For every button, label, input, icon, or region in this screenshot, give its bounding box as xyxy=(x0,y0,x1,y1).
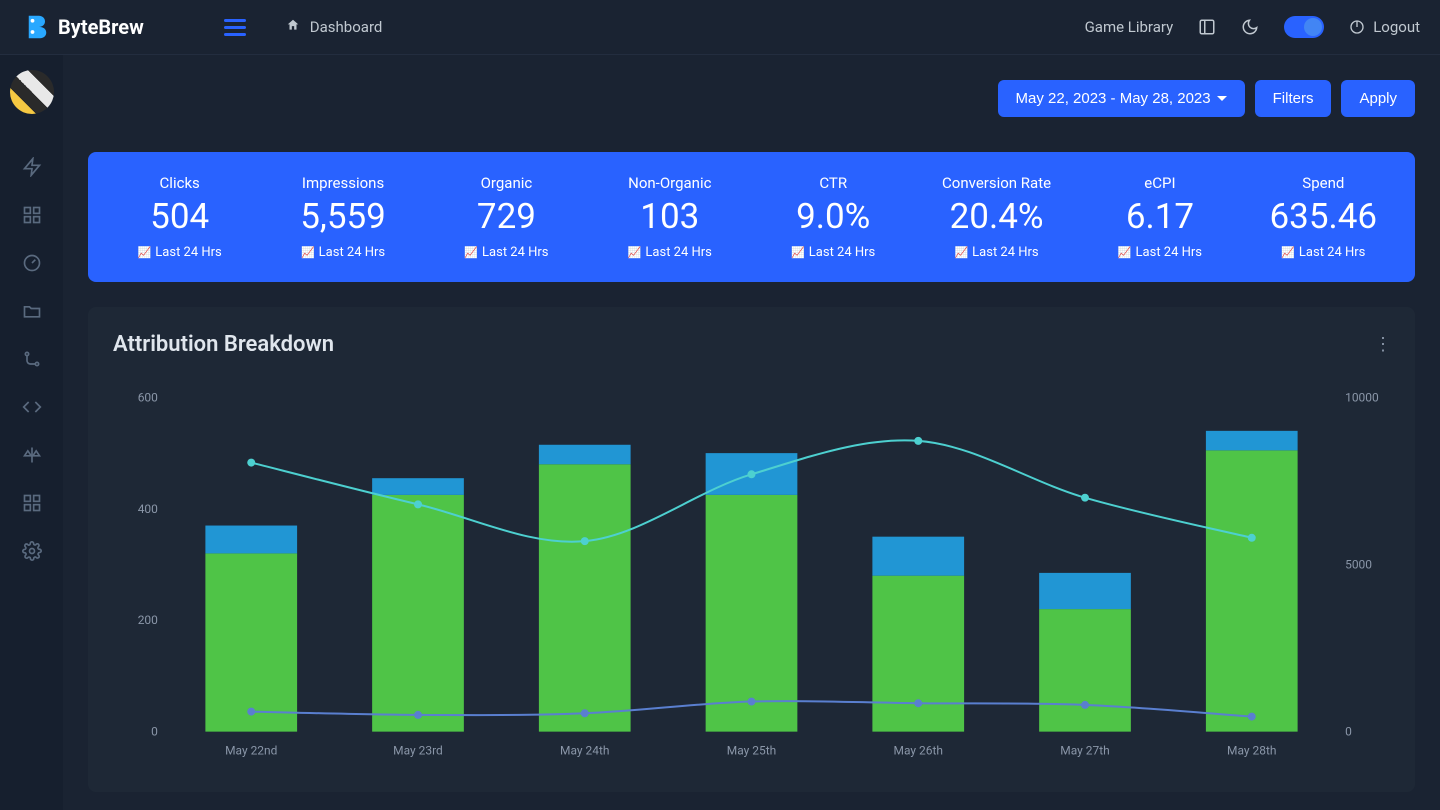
trend-icon: 📈 xyxy=(138,246,152,259)
apply-button[interactable]: Apply xyxy=(1341,80,1415,117)
svg-text:0: 0 xyxy=(1345,725,1352,739)
logout-label: Logout xyxy=(1373,18,1420,36)
metric-value: 6.17 xyxy=(1078,196,1241,237)
attribution-chart: 0 200 400 600 0 5000 10000 May 22nd May 23rd May … xyxy=(113,387,1390,767)
metric-card: Impressions 5,559 📈Last 24 Hrs xyxy=(261,174,424,260)
chart-title: Attribution Breakdown xyxy=(113,332,334,357)
metrics-bar: Clicks 504 📈Last 24 HrsImpressions 5,559… xyxy=(88,152,1415,282)
metric-sub: 📈Last 24 Hrs xyxy=(752,245,915,260)
metric-label: Non-Organic xyxy=(588,174,751,192)
metric-sub: 📈Last 24 Hrs xyxy=(915,245,1078,260)
metric-label: eCPI xyxy=(1078,174,1241,192)
settings-icon[interactable] xyxy=(22,541,42,561)
code-icon[interactable] xyxy=(22,397,42,417)
theme-toggle[interactable] xyxy=(1284,16,1324,38)
chart-header: Attribution Breakdown ⋮ xyxy=(113,332,1390,357)
metric-label: Organic xyxy=(425,174,588,192)
home-icon xyxy=(286,18,300,36)
caret-down-icon xyxy=(1217,96,1227,101)
metric-value: 20.4% xyxy=(915,196,1078,237)
trend-icon: 📈 xyxy=(1281,246,1295,259)
metric-card: CTR 9.0% 📈Last 24 Hrs xyxy=(752,174,915,260)
svg-text:400: 400 xyxy=(138,502,158,516)
metric-sub: 📈Last 24 Hrs xyxy=(261,245,424,260)
menu-toggle-icon[interactable] xyxy=(224,19,246,36)
metric-label: CTR xyxy=(752,174,915,192)
topbar: ByteBrew Dashboard Game Library Logout xyxy=(0,0,1440,55)
network-icon[interactable] xyxy=(22,349,42,369)
chart-menu-icon[interactable]: ⋮ xyxy=(1374,334,1390,355)
metric-label: Clicks xyxy=(98,174,261,192)
metric-sub: 📈Last 24 Hrs xyxy=(1242,245,1405,260)
svg-text:0: 0 xyxy=(151,725,158,739)
metric-sub: 📈Last 24 Hrs xyxy=(98,245,261,260)
apps-icon[interactable] xyxy=(22,493,42,513)
svg-text:May 25th: May 25th xyxy=(727,744,776,758)
svg-text:200: 200 xyxy=(138,613,158,627)
metric-label: Conversion Rate xyxy=(915,174,1078,192)
chart-area: 0 200 400 600 0 5000 10000 May 22nd May 23rd May … xyxy=(113,387,1390,767)
metric-value: 504 xyxy=(98,196,261,237)
trend-icon: 📈 xyxy=(464,246,478,259)
metric-value: 9.0% xyxy=(752,196,915,237)
metric-value: 635.46 xyxy=(1242,196,1405,237)
svg-text:May 26th: May 26th xyxy=(894,744,943,758)
metric-card: Non-Organic 103 📈Last 24 Hrs xyxy=(588,174,751,260)
actions-row: May 22, 2023 - May 28, 2023 Filters Appl… xyxy=(88,80,1415,117)
logout-button[interactable]: Logout xyxy=(1349,18,1420,36)
metric-sub: 📈Last 24 Hrs xyxy=(588,245,751,260)
logo-icon xyxy=(20,12,50,42)
svg-text:May 24th: May 24th xyxy=(560,744,609,758)
topbar-right: Game Library Logout xyxy=(1085,16,1420,38)
metric-sub: 📈Last 24 Hrs xyxy=(425,245,588,260)
metric-card: Organic 729 📈Last 24 Hrs xyxy=(425,174,588,260)
trend-icon: 📈 xyxy=(301,246,315,259)
gauge-icon[interactable] xyxy=(22,253,42,273)
metric-card: Clicks 504 📈Last 24 Hrs xyxy=(98,174,261,260)
metric-value: 729 xyxy=(425,196,588,237)
brand-name: ByteBrew xyxy=(58,15,144,39)
date-range-label: May 22, 2023 - May 28, 2023 xyxy=(1016,90,1211,107)
metric-label: Spend xyxy=(1242,174,1405,192)
game-avatar[interactable] xyxy=(10,70,54,114)
trend-icon: 📈 xyxy=(791,246,805,259)
moon-icon[interactable] xyxy=(1241,18,1259,36)
svg-text:May 22nd: May 22nd xyxy=(225,744,277,758)
metric-value: 5,559 xyxy=(261,196,424,237)
brand-logo[interactable]: ByteBrew xyxy=(20,12,144,42)
main-content: May 22, 2023 - May 28, 2023 Filters Appl… xyxy=(63,55,1440,810)
svg-text:May 28th: May 28th xyxy=(1227,744,1276,758)
svg-text:600: 600 xyxy=(138,390,158,404)
metric-label: Impressions xyxy=(261,174,424,192)
svg-text:5000: 5000 xyxy=(1345,558,1372,572)
trend-icon: 📈 xyxy=(1118,246,1132,259)
trend-icon: 📈 xyxy=(954,246,968,259)
chart-panel: Attribution Breakdown ⋮ 0 200 400 600 0 5000 1… xyxy=(88,307,1415,792)
metric-card: Spend 635.46 📈Last 24 Hrs xyxy=(1242,174,1405,260)
lightning-icon[interactable] xyxy=(22,157,42,177)
breadcrumb: Dashboard xyxy=(286,18,383,36)
date-range-button[interactable]: May 22, 2023 - May 28, 2023 xyxy=(998,80,1245,117)
metric-value: 103 xyxy=(588,196,751,237)
game-library-link[interactable]: Game Library xyxy=(1085,18,1174,36)
svg-text:May 27th: May 27th xyxy=(1060,744,1109,758)
sidebar xyxy=(0,55,63,810)
metric-card: eCPI 6.17 📈Last 24 Hrs xyxy=(1078,174,1241,260)
folder-icon[interactable] xyxy=(22,301,42,321)
trend-icon: 📈 xyxy=(628,246,642,259)
scale-icon[interactable] xyxy=(22,445,42,465)
grid-icon[interactable] xyxy=(22,205,42,225)
svg-text:10000: 10000 xyxy=(1345,390,1379,404)
metric-sub: 📈Last 24 Hrs xyxy=(1078,245,1241,260)
filters-button[interactable]: Filters xyxy=(1255,80,1332,117)
metric-card: Conversion Rate 20.4% 📈Last 24 Hrs xyxy=(915,174,1078,260)
breadcrumb-label: Dashboard xyxy=(310,18,383,36)
svg-text:May 23rd: May 23rd xyxy=(393,744,443,758)
layout-icon[interactable] xyxy=(1198,18,1216,36)
